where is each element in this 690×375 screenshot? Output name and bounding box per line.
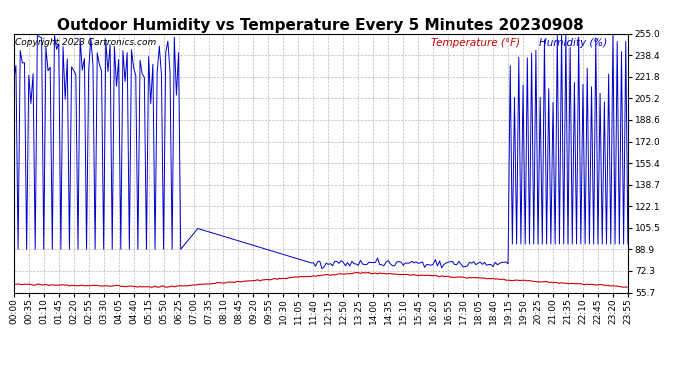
Text: Copyright 2023 Cartronics.com: Copyright 2023 Cartronics.com — [15, 38, 156, 46]
Text: Temperature (°F): Temperature (°F) — [431, 38, 520, 48]
Title: Outdoor Humidity vs Temperature Every 5 Minutes 20230908: Outdoor Humidity vs Temperature Every 5 … — [57, 18, 584, 33]
Text: Humidity (%): Humidity (%) — [539, 38, 607, 48]
